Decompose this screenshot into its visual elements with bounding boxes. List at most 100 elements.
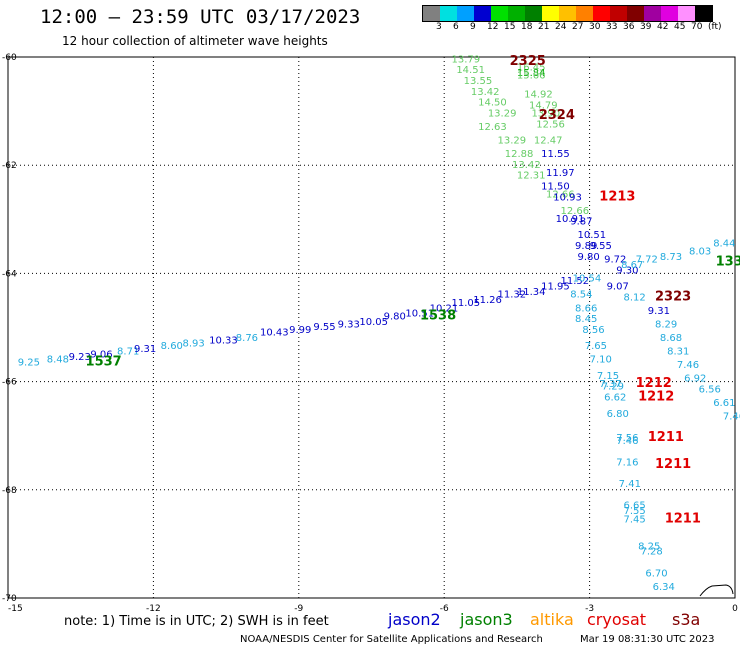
wave-height-point: 12.47 bbox=[534, 136, 563, 147]
lon-tick-label: -12 bbox=[146, 604, 161, 614]
wave-height-point: 11.95 bbox=[541, 282, 570, 293]
wave-height-point: 8.44 bbox=[713, 238, 735, 249]
wave-height-point: 13.55 bbox=[464, 76, 493, 87]
wave-height-point: 10.05 bbox=[359, 317, 388, 328]
wave-height-point: 9.80 bbox=[384, 311, 406, 322]
color-swatch bbox=[474, 6, 491, 21]
color-scale-label: 15 bbox=[504, 22, 516, 32]
wave-height-point: 12.56 bbox=[536, 119, 565, 130]
wave-height-point: 11.05 bbox=[451, 298, 480, 309]
wave-height-point: 13.90 bbox=[531, 109, 560, 120]
wave-height-point: 7.41 bbox=[619, 479, 641, 490]
color-scale-label: 39 bbox=[640, 22, 652, 32]
wave-height-point: 15.84 bbox=[517, 68, 546, 79]
wave-height-point: 8.25 bbox=[638, 541, 660, 552]
wave-height-point: 8.73 bbox=[660, 252, 682, 263]
color-swatch bbox=[678, 6, 695, 21]
wave-height-point: 11.26 bbox=[473, 295, 502, 306]
wave-height-point: 8.60 bbox=[161, 341, 183, 352]
wave-height-point: 9.31 bbox=[648, 306, 670, 317]
color-swatch bbox=[627, 6, 644, 21]
wave-height-point: 7.45 bbox=[624, 514, 646, 525]
color-swatch bbox=[644, 6, 661, 21]
lat-tick-label: -68 bbox=[2, 486, 17, 496]
lat-tick-label: -60 bbox=[2, 53, 17, 63]
wave-height-point: 10.51 bbox=[577, 230, 606, 241]
wave-height-point: 10.21 bbox=[430, 303, 459, 314]
wave-height-point: 14.92 bbox=[524, 90, 553, 101]
wave-height-point: 11.50 bbox=[541, 182, 570, 193]
wave-height-points: 13.7914.5113.5513.4214.5013.2912.6313.29… bbox=[18, 54, 740, 593]
wave-height-point: 9.87 bbox=[570, 217, 592, 228]
color-scale-label: 9 bbox=[470, 22, 476, 32]
legend-altika: altika bbox=[530, 610, 574, 629]
color-scale-label: 30 bbox=[589, 22, 601, 32]
wave-height-point: 6.61 bbox=[713, 398, 735, 409]
wave-height-point: 8.93 bbox=[182, 338, 204, 349]
wave-height-point: 7.29 bbox=[602, 382, 624, 393]
wave-height-point: 8.68 bbox=[660, 333, 682, 344]
color-swatch bbox=[491, 6, 508, 21]
color-scale-label: (ft) bbox=[708, 22, 722, 32]
wave-height-point: 13.42 bbox=[471, 87, 500, 98]
wave-height-point: 12.66 bbox=[546, 190, 575, 201]
color-swatch bbox=[423, 6, 440, 21]
track-time-label: 1212 bbox=[638, 390, 674, 405]
track-time-label: 2323 bbox=[655, 289, 691, 304]
wave-height-point: 6.34 bbox=[653, 582, 675, 593]
wave-height-point: 9.80 bbox=[577, 252, 599, 263]
color-swatch bbox=[610, 6, 627, 21]
wave-height-point: 7.46 bbox=[677, 360, 699, 371]
wave-height-point: 9.33 bbox=[338, 320, 360, 331]
wave-height-point: 10.51 bbox=[405, 309, 434, 320]
page-title: 12:00 – 23:59 UTC 03/17/2023 bbox=[40, 6, 361, 28]
wave-height-point: 13.42 bbox=[512, 160, 541, 171]
wave-height-point: 7.46 bbox=[616, 436, 638, 447]
wave-height-point: 8.48 bbox=[47, 355, 69, 366]
color-swatch bbox=[542, 6, 559, 21]
color-swatch bbox=[508, 6, 525, 21]
wave-height-point: 7.16 bbox=[616, 457, 638, 468]
track-time-label: 1537 bbox=[86, 354, 122, 369]
lon-tick-label: -15 bbox=[8, 604, 23, 614]
lon-tick-label: -3 bbox=[585, 604, 594, 614]
wave-height-point: 6.65 bbox=[624, 501, 646, 512]
wave-height-point: 9.55 bbox=[313, 322, 335, 333]
legend-cryosat: cryosat bbox=[587, 610, 647, 629]
wave-height-point: 10.33 bbox=[209, 336, 238, 347]
wave-height-point: 10.91 bbox=[556, 214, 585, 225]
wave-height-point: 10.43 bbox=[260, 328, 289, 339]
wave-height-point: 11.32 bbox=[498, 290, 527, 301]
color-swatch bbox=[661, 6, 678, 21]
color-swatch bbox=[440, 6, 457, 21]
wave-height-point: 14.79 bbox=[529, 100, 558, 111]
color-scale-label: 27 bbox=[572, 22, 584, 32]
wave-height-point: 9.99 bbox=[289, 325, 311, 336]
wave-height-point: 8.66 bbox=[575, 303, 597, 314]
lat-tick-label: -64 bbox=[2, 269, 17, 279]
track-time-label: 1211 bbox=[655, 457, 691, 472]
credit-text: NOAA/NESDIS Center for Satellite Applica… bbox=[240, 634, 543, 645]
timestamp-text: Mar 19 08:31:30 UTC 2023 bbox=[580, 634, 715, 645]
color-scale-label: 45 bbox=[674, 22, 686, 32]
wave-height-point: 9.55 bbox=[590, 241, 612, 252]
wave-height-point: 11.55 bbox=[541, 149, 570, 160]
wave-height-point: 8.56 bbox=[582, 325, 604, 336]
coastline bbox=[699, 584, 734, 597]
color-scale-label: 12 bbox=[487, 22, 499, 32]
lon-tick-label: 0 bbox=[732, 604, 738, 614]
wave-height-point: 6.80 bbox=[607, 409, 629, 420]
wave-height-point: 7.15 bbox=[597, 371, 619, 382]
wave-height-point: 14.50 bbox=[478, 98, 507, 109]
wave-height-point: 13.29 bbox=[488, 109, 517, 120]
color-scale-label: 6 bbox=[453, 22, 459, 32]
color-swatch bbox=[593, 6, 610, 21]
wave-height-point: 9.89 bbox=[575, 241, 597, 252]
wave-height-point: 8.29 bbox=[655, 320, 677, 331]
wave-height-point: 13.79 bbox=[451, 54, 480, 65]
color-scale-label: 33 bbox=[606, 22, 618, 32]
wave-height-point: 9.07 bbox=[607, 282, 629, 293]
wave-height-point: 10.93 bbox=[553, 192, 582, 203]
wave-height-point: 7.10 bbox=[590, 355, 612, 366]
wave-height-point: 8.76 bbox=[236, 333, 258, 344]
